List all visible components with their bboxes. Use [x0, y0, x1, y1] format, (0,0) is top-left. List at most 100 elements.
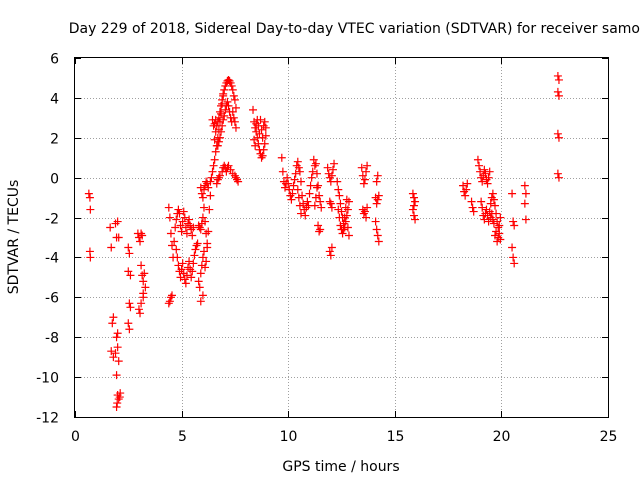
data-point	[462, 185, 471, 194]
data-point	[206, 191, 215, 200]
series-t18.2	[459, 179, 478, 216]
data-point	[113, 343, 122, 352]
data-point	[182, 271, 191, 280]
data-point	[411, 215, 420, 224]
data-point	[214, 137, 223, 146]
data-point	[510, 259, 519, 268]
data-point	[291, 169, 300, 178]
series-t0.7	[84, 189, 95, 262]
data-point	[136, 237, 145, 246]
data-point	[192, 241, 201, 250]
data-point	[198, 291, 207, 300]
data-point	[189, 259, 198, 268]
y-tick-label: 4	[50, 92, 59, 108]
data-point	[219, 115, 228, 124]
data-point	[114, 357, 123, 366]
data-point	[277, 153, 286, 162]
data-point	[201, 217, 210, 226]
data-point	[180, 213, 189, 222]
data-point	[107, 347, 116, 356]
data-point	[166, 229, 175, 238]
data-point	[334, 205, 343, 214]
data-point	[125, 325, 134, 334]
data-point	[359, 179, 368, 188]
data-point	[165, 297, 174, 306]
data-point	[341, 203, 350, 212]
data-point	[259, 145, 268, 154]
data-point	[342, 195, 351, 204]
data-point	[336, 199, 345, 208]
data-point	[219, 89, 228, 98]
data-point	[217, 127, 226, 136]
data-point	[125, 249, 134, 258]
data-points	[84, 71, 563, 412]
data-point	[293, 185, 302, 194]
y-tick-label: -8	[45, 331, 59, 347]
data-point	[554, 133, 563, 142]
data-point	[138, 231, 147, 240]
data-point	[227, 81, 236, 90]
data-point	[140, 269, 149, 278]
data-point	[165, 213, 174, 222]
data-point	[260, 139, 269, 148]
data-point	[173, 253, 182, 262]
y-tick-label: 6	[50, 52, 59, 68]
data-point	[486, 213, 495, 222]
data-point	[520, 181, 529, 190]
data-point	[168, 291, 177, 300]
data-point	[325, 197, 334, 206]
data-point	[363, 161, 372, 170]
y-tick-label: 0	[50, 172, 59, 188]
data-point	[554, 75, 563, 84]
data-point	[196, 225, 205, 234]
data-point	[116, 389, 125, 398]
data-point	[334, 185, 343, 194]
data-point	[461, 191, 470, 200]
data-point	[203, 239, 212, 248]
data-point	[363, 203, 372, 212]
data-point	[225, 76, 234, 85]
data-point	[137, 261, 146, 270]
data-point	[327, 243, 336, 252]
data-point	[520, 199, 529, 208]
data-point	[335, 213, 344, 222]
data-point	[214, 173, 223, 182]
series-t3.1	[133, 229, 150, 318]
data-point	[137, 299, 146, 308]
data-point	[126, 303, 135, 312]
data-point	[204, 183, 213, 192]
data-point	[187, 273, 196, 282]
data-point	[362, 213, 371, 222]
series-t1.7	[106, 223, 118, 362]
data-point	[480, 165, 489, 174]
data-point	[495, 221, 504, 230]
data-point	[196, 297, 205, 306]
series-t2.6	[124, 243, 135, 334]
data-point	[492, 227, 501, 236]
data-point	[177, 227, 186, 236]
data-point	[205, 205, 214, 214]
data-point	[278, 167, 287, 176]
x-tick-label: 0	[71, 429, 80, 445]
x-tick-label: 25	[600, 429, 618, 445]
data-point	[224, 101, 233, 110]
data-point	[343, 223, 352, 232]
plot-frame	[74, 57, 609, 418]
data-point	[326, 251, 335, 260]
data-point	[107, 243, 116, 252]
data-point	[172, 245, 181, 254]
data-point	[335, 191, 344, 200]
data-point	[373, 171, 382, 180]
data-point	[554, 173, 563, 182]
data-point	[209, 121, 218, 130]
series-t19.2	[473, 155, 505, 246]
data-point	[509, 217, 518, 226]
data-point	[553, 129, 562, 138]
data-point	[289, 181, 298, 190]
data-point	[112, 333, 121, 342]
data-point	[463, 179, 472, 188]
data-point	[311, 159, 320, 168]
data-point	[469, 207, 478, 216]
data-point	[467, 197, 476, 206]
data-point	[84, 189, 93, 198]
